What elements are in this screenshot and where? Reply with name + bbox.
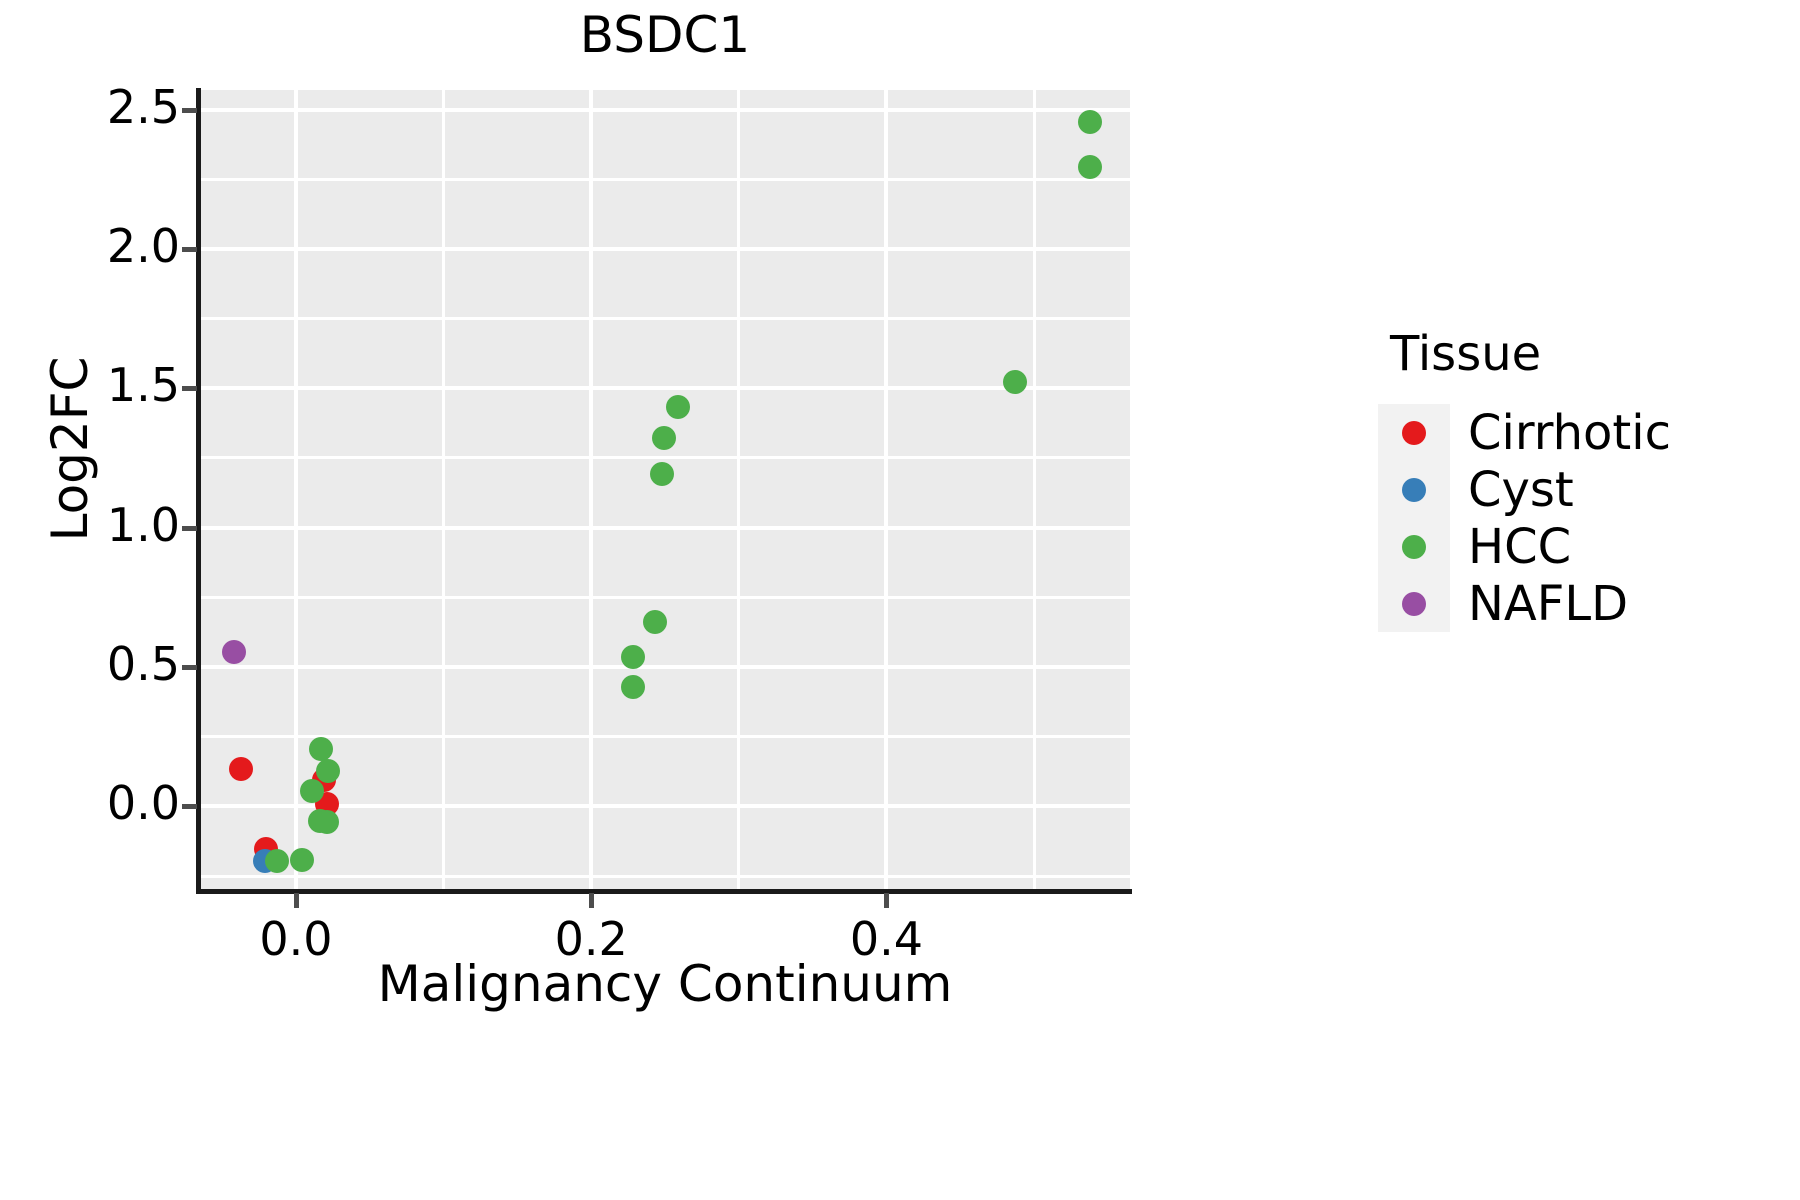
legend-item-hcc[interactable]: HCC [1378,518,1798,575]
grid-line-major-horizontal [200,107,1130,112]
legend-item-label: NAFLD [1468,575,1629,632]
legend-color-dot-icon [1402,591,1426,616]
legend-color-dot-icon [1402,420,1426,445]
grid-line-minor-vertical [1032,90,1036,890]
data-point-hcc [650,462,675,487]
data-point-hcc [309,737,334,762]
data-point-hcc [1078,110,1103,135]
legend-swatch-cell [1378,420,1450,445]
grid-line-major-horizontal [200,386,1130,391]
grid-line-major-vertical [589,90,594,890]
legend-swatch-cell [1378,591,1450,616]
legend-swatch-cell [1378,477,1450,502]
y-axis-tick-label: 0.0 [106,776,180,831]
y-axis-tick-label: 0.5 [106,637,180,691]
x-axis-tick-label: 0.4 [849,912,923,966]
grid-line-minor-horizontal [200,177,1130,181]
grid-line-major-horizontal [200,804,1130,809]
legend-color-dot-icon [1402,477,1426,502]
grid-line-major-vertical [884,90,889,890]
data-point-hcc [289,847,314,872]
y-axis-tick-label: 2.5 [106,79,180,134]
y-axis-tick [182,525,197,531]
data-point-cirrhotic [229,756,254,781]
legend-keys: Cirrhotic Cyst HCC NAFLD [1378,404,1798,632]
legend-item-label: HCC [1468,518,1572,575]
legend-item-cirrhotic[interactable]: Cirrhotic [1378,404,1798,461]
grid-line-minor-vertical [737,90,741,890]
data-point-hcc [316,758,341,783]
legend-title: Tissue [1390,326,1542,382]
legend: Tissue Cirrhotic Cyst HCC NAFLD [1378,326,1798,632]
y-axis-tick [182,246,197,252]
grid-line-major-vertical [293,90,298,890]
y-axis-tick [182,665,197,670]
grid-line-major-horizontal [200,525,1130,530]
data-point-hcc [642,609,667,634]
x-axis-tick [884,893,890,908]
data-point-hcc [620,674,645,699]
grid-line-minor-vertical [442,90,446,890]
x-axis-tick-label: 0.2 [554,912,628,966]
data-point-hcc [666,395,691,420]
data-point-hcc [1078,155,1103,180]
x-axis-line [196,889,1132,894]
plot-panel-wrapper [200,90,1130,890]
plot-panel [200,90,1130,890]
y-axis-line [196,88,201,894]
x-axis-tick [589,893,595,908]
data-point-hcc [620,644,645,669]
data-point-hcc [651,426,676,451]
x-axis-title: Malignancy Continuum [377,955,953,1013]
grid-line-major-horizontal [200,246,1130,251]
legend-color-dot-icon [1402,534,1426,559]
data-point-hcc [1002,369,1027,394]
grid-line-minor-horizontal [200,456,1130,460]
data-point-hcc [300,778,325,803]
legend-item-nafld[interactable]: NAFLD [1378,575,1798,632]
data-point-hcc [314,809,339,834]
x-axis-tick [293,893,299,908]
legend-swatch-cell [1378,534,1450,559]
grid-line-minor-horizontal [200,874,1130,878]
legend-item-cyst[interactable]: Cyst [1378,461,1798,518]
y-axis-tick-label: 1.0 [106,497,180,552]
y-axis-tick [182,386,197,392]
x-axis-tick-label: 0.0 [259,912,333,966]
grid-line-minor-horizontal [200,317,1130,321]
y-axis-tick [182,107,197,113]
y-axis-tick-label: 1.5 [106,358,180,413]
y-axis-tick [182,804,197,810]
data-point-nafld [221,639,246,664]
legend-item-label: Cyst [1468,461,1574,518]
y-axis-tick-label: 2.0 [106,218,180,273]
grid-line-minor-horizontal [200,735,1130,739]
grid-line-minor-horizontal [200,595,1130,599]
data-point-hcc [264,849,289,873]
grid-line-major-horizontal [200,665,1130,669]
legend-item-label: Cirrhotic [1468,404,1671,461]
chart-title: BSDC1 [579,6,751,64]
y-axis-title: Log2FC [41,356,99,542]
